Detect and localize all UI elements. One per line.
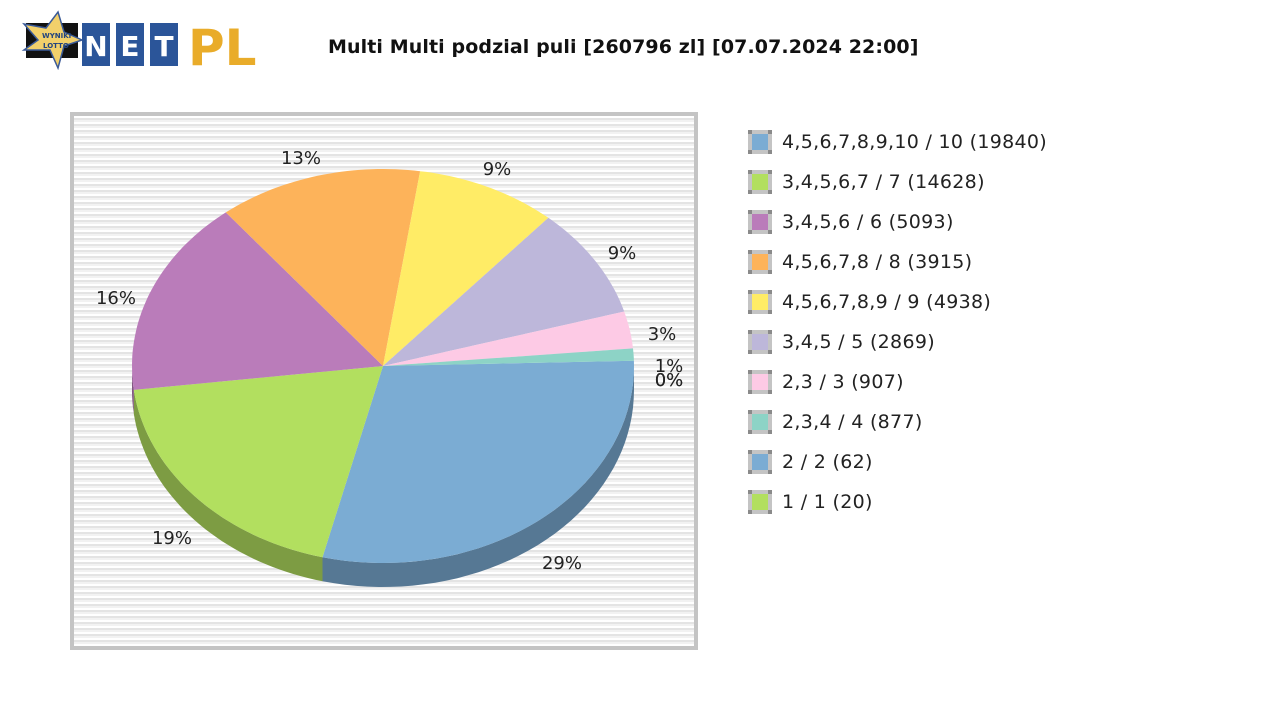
legend-label: 1 / 1 (20) (782, 491, 873, 513)
legend-item: 2,3 / 3 (907) (748, 362, 1047, 402)
legend-swatch (748, 370, 772, 394)
legend-swatch (748, 130, 772, 154)
legend-label: 3,4,5 / 5 (2869) (782, 331, 935, 353)
slice-percent-label: 0% (655, 370, 684, 391)
chart-title: Multi Multi podzial puli [260796 zl] [07… (328, 36, 919, 58)
star-icon (21, 10, 85, 71)
pie-chart: 29%19%16%13%9%9%3%1%0%0% (70, 112, 698, 650)
pie-slice (225, 169, 421, 366)
slice-percent-label: 9% (608, 243, 637, 264)
legend-label: 4,5,6,7,8 / 8 (3915) (782, 251, 973, 273)
pie-slice (383, 348, 634, 366)
chart-legend: 4,5,6,7,8,9,10 / 10 (19840) 3,4,5,6,7 / … (748, 122, 1047, 522)
legend-swatch (748, 490, 772, 514)
svg-text:LOTTO: LOTTO (43, 42, 69, 50)
slice-percent-label: 9% (483, 159, 512, 180)
slice-percent-label: 3% (648, 324, 677, 345)
legend-swatch (748, 210, 772, 234)
netpl-logo[interactable]: WYNIKI LOTTO N E T PL (20, 10, 265, 77)
slice-percent-label: 1% (655, 356, 684, 377)
legend-swatch (748, 450, 772, 474)
legend-item: 4,5,6,7,8,9,10 / 10 (19840) (748, 122, 1047, 162)
svg-text:N: N (84, 30, 107, 63)
pie-slice (383, 311, 633, 366)
slice-percent-label: 29% (542, 553, 582, 574)
slice-percent-label: 19% (152, 528, 192, 549)
svg-text:E: E (120, 30, 139, 63)
legend-item: 2,3,4 / 4 (877) (748, 402, 1047, 442)
legend-swatch (748, 290, 772, 314)
pie-slice (322, 360, 634, 563)
legend-item: 4,5,6,7,8,9 / 9 (4938) (748, 282, 1047, 322)
svg-text:PL: PL (188, 19, 257, 70)
pie-slice-side (132, 366, 134, 414)
legend-label: 4,5,6,7,8,9,10 / 10 (19840) (782, 131, 1048, 153)
pie-slice (133, 366, 383, 558)
legend-item: 3,4,5 / 5 (2869) (748, 322, 1047, 362)
legend-label: 2,3,4 / 4 (877) (782, 411, 923, 433)
legend-label: 3,4,5,6,7 / 7 (14628) (782, 171, 985, 193)
legend-label: 2,3 / 3 (907) (782, 371, 904, 393)
pie-slice (383, 171, 549, 366)
legend-swatch (748, 170, 772, 194)
pie-slice-side (133, 389, 323, 582)
legend-swatch (748, 250, 772, 274)
legend-item: 3,4,5,6,7 / 7 (14628) (748, 162, 1047, 202)
legend-swatch (748, 330, 772, 354)
legend-swatch (748, 410, 772, 434)
pie-slice (132, 212, 383, 390)
logo-graphic: WYNIKI LOTTO N E T PL (21, 10, 257, 77)
svg-text:WYNIKI: WYNIKI (42, 32, 71, 40)
legend-item: 4,5,6,7,8 / 8 (3915) (748, 242, 1047, 282)
slice-percent-label: 16% (96, 288, 136, 309)
legend-label: 4,5,6,7,8,9 / 9 (4938) (782, 291, 992, 313)
legend-label: 3,4,5,6 / 6 (5093) (782, 211, 954, 233)
pie-slice (383, 217, 625, 366)
legend-item: 1 / 1 (20) (748, 482, 1047, 522)
pie-slice-side (322, 366, 634, 587)
legend-label: 2 / 2 (62) (782, 451, 873, 473)
pie-chart-plot-area: 29% 19% 16% 13% 9% 9% 3% 1% 0% 0% (70, 112, 698, 650)
legend-item: 3,4,5,6 / 6 (5093) (748, 202, 1047, 242)
legend-item: 2 / 2 (62) (748, 442, 1047, 482)
svg-text:T: T (154, 30, 173, 63)
slice-percent-label: 0% (655, 370, 684, 391)
slice-percent-label: 13% (281, 148, 321, 169)
